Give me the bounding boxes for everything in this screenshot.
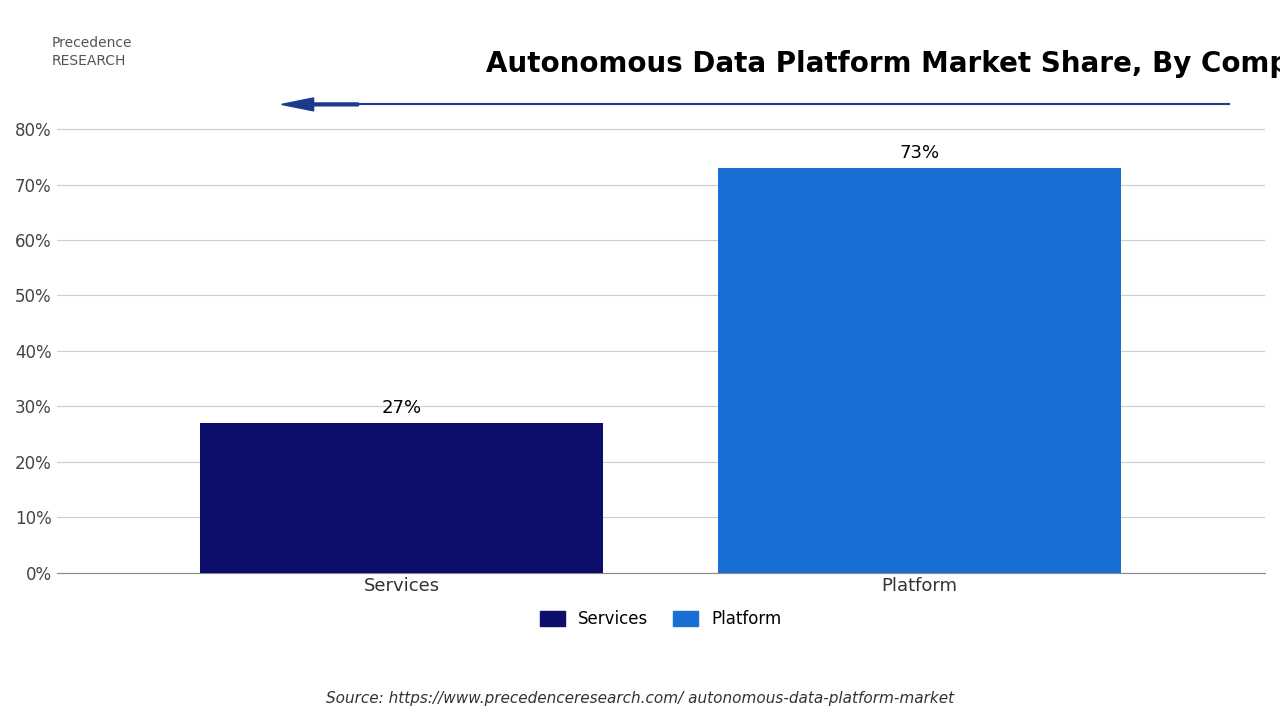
Bar <box>718 168 1121 572</box>
Text: 27%: 27% <box>381 400 422 418</box>
Text: Precedence
RESEARCH: Precedence RESEARCH <box>51 36 132 68</box>
Bar <box>201 423 603 572</box>
Text: Autonomous Data Platform Market Share, By Component, 2023 (%): Autonomous Data Platform Market Share, B… <box>486 50 1280 78</box>
Text: 73%: 73% <box>900 145 940 163</box>
Text: Source: https://www.precedenceresearch.com/ autonomous-data-platform-market: Source: https://www.precedenceresearch.c… <box>326 690 954 706</box>
Legend: Services, Platform: Services, Platform <box>532 603 788 635</box>
